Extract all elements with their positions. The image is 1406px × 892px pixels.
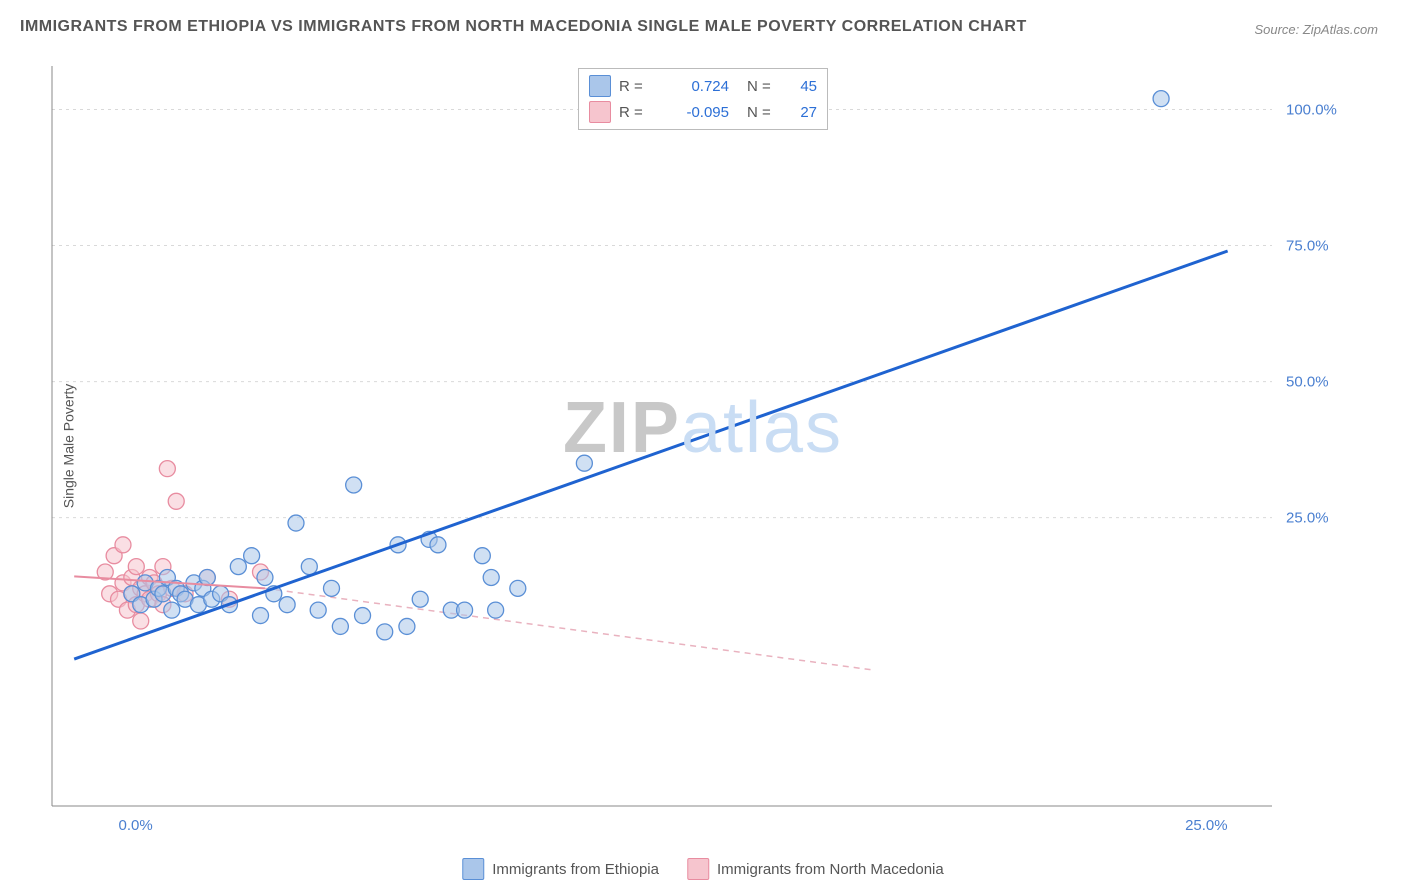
y-tick-label: 75.0%	[1286, 238, 1329, 255]
legend-label: Immigrants from Ethiopia	[492, 861, 659, 878]
correlation-legend: R = 0.724 N = 45 R = -0.095 N = 27	[578, 68, 828, 130]
point-ethiopia	[430, 537, 446, 553]
swatch-ethiopia	[462, 858, 484, 880]
point-ethiopia	[1153, 91, 1169, 107]
point-ethiopia	[310, 602, 326, 618]
legend-row-ethiopia: R = 0.724 N = 45	[589, 73, 817, 99]
point-ethiopia	[323, 580, 339, 596]
point-ethiopia	[377, 624, 393, 640]
point-ethiopia	[257, 569, 273, 585]
x-tick-label: 25.0%	[1185, 817, 1228, 834]
point-ethiopia	[244, 548, 260, 564]
point-ethiopia	[164, 602, 180, 618]
legend-row-macedonia: R = -0.095 N = 27	[589, 99, 817, 125]
source-attribution: Source: ZipAtlas.com	[1254, 22, 1378, 37]
point-ethiopia	[288, 515, 304, 531]
swatch-macedonia	[687, 858, 709, 880]
x-tick-label: 0.0%	[119, 817, 153, 834]
point-ethiopia	[199, 569, 215, 585]
n-label: N =	[737, 78, 773, 95]
trendline-ethiopia	[74, 251, 1227, 659]
n-value: 45	[781, 78, 817, 95]
point-ethiopia	[474, 548, 490, 564]
point-ethiopia	[332, 618, 348, 634]
point-ethiopia	[412, 591, 428, 607]
legend-label: Immigrants from North Macedonia	[717, 861, 944, 878]
point-ethiopia	[301, 559, 317, 575]
point-ethiopia	[488, 602, 504, 618]
point-ethiopia	[576, 455, 592, 471]
point-ethiopia	[457, 602, 473, 618]
n-value: 27	[781, 104, 817, 121]
point-macedonia	[159, 461, 175, 477]
y-tick-label: 25.0%	[1286, 510, 1329, 527]
r-label: R =	[619, 104, 651, 121]
scatter-chart: 25.0% 50.0% 75.0% 100.0% 0.0% 25.0%	[48, 62, 1348, 840]
point-macedonia	[168, 493, 184, 509]
point-ethiopia	[279, 597, 295, 613]
legend-item-macedonia: Immigrants from North Macedonia	[687, 858, 944, 880]
y-tick-label: 50.0%	[1286, 374, 1329, 391]
series-legend: Immigrants from Ethiopia Immigrants from…	[462, 858, 943, 880]
point-ethiopia	[510, 580, 526, 596]
n-label: N =	[737, 104, 773, 121]
point-macedonia	[133, 613, 149, 629]
chart-title: IMMIGRANTS FROM ETHIOPIA VS IMMIGRANTS F…	[20, 18, 1027, 36]
point-ethiopia	[483, 569, 499, 585]
point-ethiopia	[399, 618, 415, 634]
legend-item-ethiopia: Immigrants from Ethiopia	[462, 858, 659, 880]
point-macedonia	[115, 537, 131, 553]
y-tick-label: 100.0%	[1286, 102, 1337, 119]
point-ethiopia	[253, 608, 269, 624]
point-ethiopia	[230, 559, 246, 575]
swatch-ethiopia	[589, 75, 611, 97]
point-macedonia	[128, 559, 144, 575]
swatch-macedonia	[589, 101, 611, 123]
point-ethiopia	[355, 608, 371, 624]
point-ethiopia	[346, 477, 362, 493]
r-value: -0.095	[659, 104, 729, 121]
r-value: 0.724	[659, 78, 729, 95]
r-label: R =	[619, 78, 651, 95]
